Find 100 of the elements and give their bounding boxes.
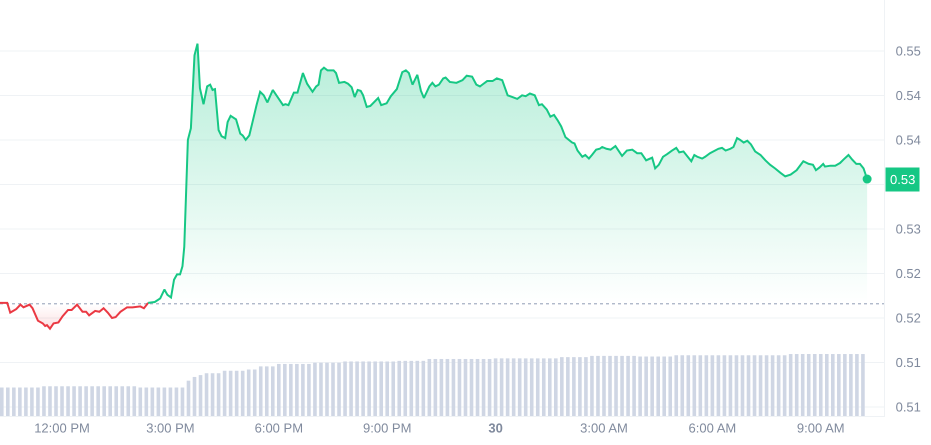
bar [48, 386, 52, 416]
bar [343, 361, 347, 416]
bar [602, 356, 606, 416]
y-tick-label: 0.54 [896, 132, 921, 148]
bar [770, 355, 774, 416]
bar [440, 358, 444, 416]
bar [216, 373, 220, 416]
x-tick-label: 3:00 PM [146, 420, 195, 436]
bar [349, 361, 353, 416]
bar [554, 358, 558, 416]
bar [512, 358, 516, 416]
bar [90, 386, 94, 416]
bar [144, 387, 148, 416]
y-tick-label: 0.51 [896, 355, 921, 370]
y-tick-label: 0.53 [896, 221, 921, 236]
bar [482, 358, 486, 416]
bar [764, 355, 768, 416]
bar [831, 354, 835, 416]
bar [379, 361, 383, 416]
bar [500, 358, 504, 416]
bar [391, 361, 396, 416]
bar [60, 386, 64, 416]
x-tick-label: 6:00 PM [254, 420, 304, 436]
bar [367, 361, 371, 416]
bar [277, 364, 281, 416]
y-tick-label: 0.55 [896, 43, 921, 58]
bar [246, 370, 251, 416]
bar [385, 361, 390, 416]
bar [861, 354, 865, 416]
bar [626, 356, 630, 416]
bar [114, 386, 118, 416]
bar [518, 358, 522, 416]
bar [464, 358, 468, 416]
bar [270, 366, 275, 416]
bar [806, 354, 811, 416]
bar [560, 357, 564, 416]
bar [536, 358, 540, 416]
bar [656, 356, 660, 416]
bar [752, 355, 756, 416]
bar [180, 387, 184, 416]
bar [746, 355, 750, 416]
x-tick-label: 9:00 AM [796, 420, 845, 436]
y-tick-label: 0.52 [896, 266, 921, 282]
bar [458, 358, 462, 416]
bar [403, 360, 408, 416]
bar [42, 386, 46, 416]
bar [530, 358, 534, 416]
bar [337, 362, 341, 416]
bar [608, 356, 612, 416]
bar [325, 362, 329, 416]
bar [186, 380, 190, 416]
bar [620, 356, 624, 416]
bar [78, 386, 82, 416]
bar [824, 354, 829, 416]
x-tick-label: 6:00 AM [688, 420, 736, 436]
bar [36, 387, 40, 416]
bar [355, 361, 359, 416]
bar [794, 354, 798, 416]
bar [331, 362, 335, 416]
bar [397, 360, 402, 416]
bar [476, 358, 480, 416]
bar [734, 355, 738, 416]
bar [698, 355, 702, 416]
bar [788, 354, 792, 416]
bar [0, 387, 4, 416]
bar [24, 387, 28, 416]
bar [6, 387, 10, 416]
bar [12, 387, 16, 416]
bar [758, 355, 762, 416]
bar [264, 366, 269, 416]
bar [614, 356, 618, 416]
bar [740, 355, 744, 416]
y-tick-label: 0.51 [896, 400, 921, 415]
bar [716, 355, 720, 416]
bar [373, 361, 377, 416]
bar [126, 386, 130, 416]
bar [198, 375, 202, 416]
bar [192, 376, 196, 416]
bar [295, 364, 299, 416]
bar [650, 356, 654, 416]
bar [416, 360, 420, 416]
bar [686, 355, 690, 416]
bar [837, 354, 841, 416]
bar [674, 355, 678, 416]
bar [704, 355, 708, 416]
bar [319, 362, 323, 416]
bar [812, 354, 817, 416]
bar [84, 386, 88, 416]
y-tick-label: 0.54 [896, 88, 921, 103]
bar [289, 364, 293, 416]
bar [66, 386, 70, 416]
bar [361, 361, 365, 416]
bar [542, 358, 546, 416]
bar [843, 354, 847, 416]
bar [572, 357, 576, 416]
bar [728, 355, 732, 416]
bar [590, 356, 594, 416]
x-tick-label: 30 [488, 420, 503, 436]
bar [30, 387, 34, 416]
bar [162, 387, 166, 416]
